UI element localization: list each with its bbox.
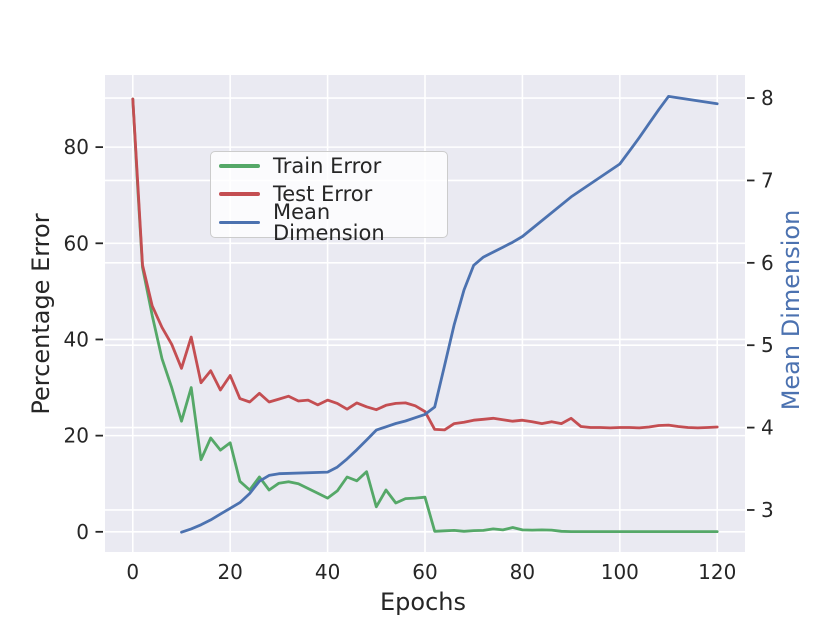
legend-item-mean-dimension: Mean Dimension <box>211 201 447 243</box>
y-right-tick-label: 5 <box>761 333 774 357</box>
legend-label: Test Error <box>273 181 373 206</box>
x-tick-label: 40 <box>315 560 340 584</box>
y-right-tick-label: 8 <box>761 86 774 110</box>
x-tick-label: 100 <box>601 560 639 584</box>
train-error-line <box>131 97 719 533</box>
x-tick-label: 20 <box>217 560 242 584</box>
y-left-tick-label: 60 <box>64 231 89 255</box>
y-right-tick-label: 6 <box>761 251 774 275</box>
mean-dimension-line-swatch <box>219 220 260 225</box>
x-tick-label: 60 <box>412 560 437 584</box>
x-tick-label: 120 <box>698 560 736 584</box>
y-right-tick-label: 7 <box>761 168 774 192</box>
y-axis-label-right: Mean Dimension <box>777 209 805 411</box>
legend-label: Mean Dimension <box>273 199 385 245</box>
x-axis-label: Epochs <box>380 588 466 616</box>
y-right-tick-label: 3 <box>761 498 774 522</box>
x-tick-label: 0 <box>126 560 139 584</box>
test-error-line <box>131 97 719 432</box>
x-tick-label: 80 <box>510 560 535 584</box>
legend: Train Error Test Error Mean Dimension <box>210 151 448 243</box>
train-error-line-swatch <box>219 164 260 168</box>
y-left-tick-label: 80 <box>64 135 89 159</box>
legend-item-train-error: Train Error <box>211 152 447 180</box>
y-left-tick-label: 20 <box>64 424 89 448</box>
y-left-tick-label: 0 <box>76 520 89 544</box>
y-left-tick-label: 40 <box>64 327 89 351</box>
legend-label: Train Error <box>273 153 382 178</box>
test-error-line-swatch <box>219 192 260 196</box>
legend-item-test-error: Test Error <box>211 180 447 208</box>
y-axis-label-left: Percentage Error <box>27 213 55 415</box>
y-right-tick-label: 4 <box>761 416 774 440</box>
mean-dimension-line <box>180 95 719 534</box>
